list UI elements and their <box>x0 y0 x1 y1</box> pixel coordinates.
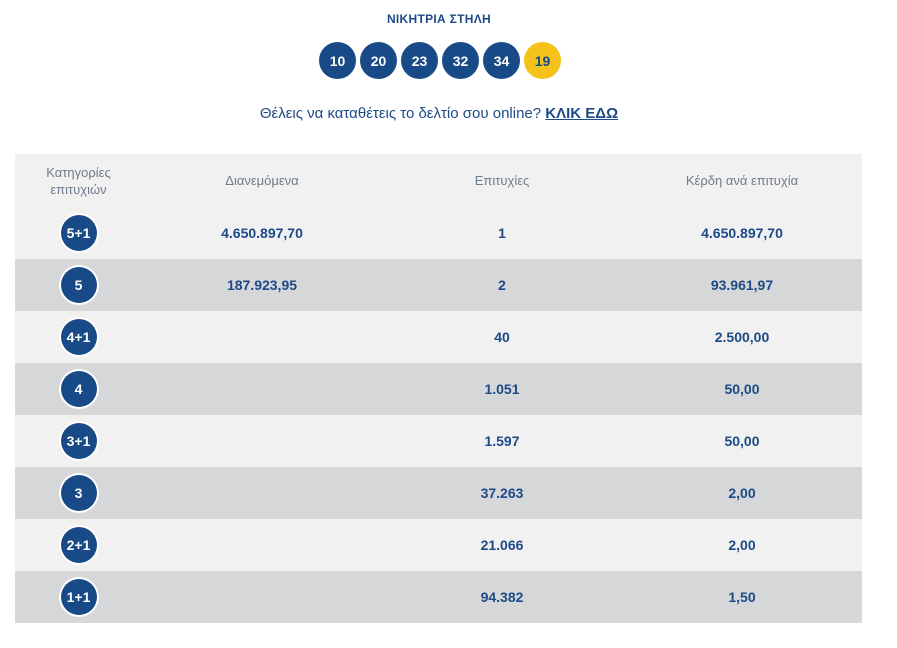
winning-number-ball: 32 <box>442 42 479 79</box>
distributed-cell: 4.650.897,70 <box>142 207 382 259</box>
prize-cell: 50,00 <box>622 415 862 467</box>
category-badge: 3 <box>60 475 97 511</box>
table-row: 1+1 94.382 1,50 <box>15 571 862 623</box>
distributed-cell <box>142 363 382 415</box>
distributed-cell <box>142 467 382 519</box>
category-cell: 1+1 <box>15 571 142 623</box>
table-row: 3 37.263 2,00 <box>15 467 862 519</box>
category-cell: 5 <box>15 259 142 311</box>
category-badge: 4+1 <box>60 319 97 355</box>
click-here-link[interactable]: ΚΛΙΚ ΕΔΩ <box>545 105 619 122</box>
column-header-category: Κατηγορίες επιτυχιών <box>15 154 142 207</box>
category-header-line2: επιτυχιών <box>50 181 107 197</box>
prize-cell: 2.500,00 <box>622 311 862 363</box>
category-badge: 2+1 <box>60 527 97 563</box>
prize-cell: 50,00 <box>622 363 862 415</box>
column-header-winners: Επιτυχίες <box>382 154 622 207</box>
winners-cell: 2 <box>382 259 622 311</box>
winners-cell: 37.263 <box>382 467 622 519</box>
category-cell: 4 <box>15 363 142 415</box>
prize-cell: 4.650.897,70 <box>622 207 862 259</box>
category-badge: 1+1 <box>60 579 97 615</box>
category-badge: 3+1 <box>60 423 97 459</box>
category-cell: 2+1 <box>15 519 142 571</box>
distributed-cell <box>142 415 382 467</box>
winners-cell: 1.597 <box>382 415 622 467</box>
winning-numbers: 10 20 23 32 34 19 <box>319 42 561 79</box>
bonus-number-ball: 19 <box>524 42 561 79</box>
category-badge: 5 <box>60 267 97 303</box>
category-badge: 4 <box>60 371 97 407</box>
table-row: 4+1 40 2.500,00 <box>15 311 862 363</box>
table-header-row: Κατηγορίες επιτυχιών Διανεμόμενα Επιτυχί… <box>15 154 862 207</box>
table-row: 4 1.051 50,00 <box>15 363 862 415</box>
prize-cell: 2,00 <box>622 467 862 519</box>
prize-cell: 2,00 <box>622 519 862 571</box>
winning-column-title: ΝΙΚΗΤΡΙΑ ΣΤΗΛΗ <box>386 12 492 26</box>
category-cell: 3 <box>15 467 142 519</box>
table-row: 2+1 21.066 2,00 <box>15 519 862 571</box>
category-cell: 4+1 <box>15 311 142 363</box>
column-header-distributed: Διανεμόμενα <box>142 154 382 207</box>
distributed-cell <box>142 311 382 363</box>
table-row: 5 187.923,95 2 93.961,97 <box>15 259 862 311</box>
winning-number-ball: 20 <box>360 42 397 79</box>
table-row: 3+1 1.597 50,00 <box>15 415 862 467</box>
promo-text: Θέλεις να καταθέτεις το δελτίο σου onlin… <box>259 105 542 122</box>
category-header-line1: Κατηγορίες <box>46 164 111 180</box>
distributed-cell <box>142 571 382 623</box>
winners-cell: 21.066 <box>382 519 622 571</box>
distributed-cell <box>142 519 382 571</box>
winners-cell: 94.382 <box>382 571 622 623</box>
winners-cell: 40 <box>382 311 622 363</box>
column-header-prize: Κέρδη ανά επιτυχία <box>622 154 862 207</box>
category-badge: 5+1 <box>60 215 97 251</box>
winning-number-ball: 23 <box>401 42 438 79</box>
winners-cell: 1 <box>382 207 622 259</box>
category-cell: 5+1 <box>15 207 142 259</box>
winning-number-ball: 34 <box>483 42 520 79</box>
winners-cell: 1.051 <box>382 363 622 415</box>
distributed-cell: 187.923,95 <box>142 259 382 311</box>
winning-number-ball: 10 <box>319 42 356 79</box>
prize-cell: 93.961,97 <box>622 259 862 311</box>
prize-cell: 1,50 <box>622 571 862 623</box>
category-cell: 3+1 <box>15 415 142 467</box>
prize-breakdown-table: Κατηγορίες επιτυχιών Διανεμόμενα Επιτυχί… <box>15 154 862 623</box>
online-ticket-promo: Θέλεις να καταθέτεις το δελτίο σου onlin… <box>0 105 878 122</box>
table-row: 5+1 4.650.897,70 1 4.650.897,70 <box>15 207 862 259</box>
